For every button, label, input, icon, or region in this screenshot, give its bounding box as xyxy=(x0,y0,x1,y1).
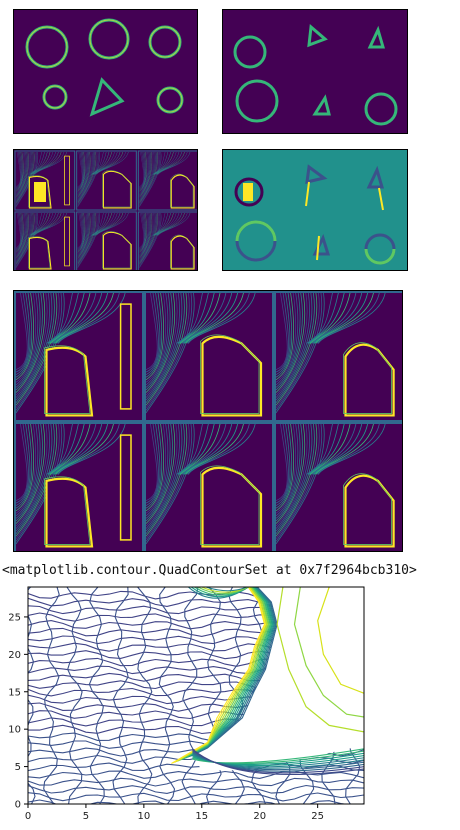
circles-triangles-icon xyxy=(223,10,407,133)
output-repr-text: <matplotlib.contour.QuadContourSet at 0x… xyxy=(2,563,417,578)
contour-band xyxy=(171,587,266,764)
contour-line-h xyxy=(28,762,364,772)
x-tick-label: 15 xyxy=(195,811,208,822)
contour-band xyxy=(182,587,272,760)
contour-cell xyxy=(144,422,274,551)
contour-line-h xyxy=(28,777,364,787)
contour-band xyxy=(192,587,278,756)
x-tick-label: 20 xyxy=(253,811,266,822)
contour-line-v xyxy=(28,587,36,804)
contour-band xyxy=(185,587,274,759)
contour-chart: 0 5 10 15 20 25 0 5 10 15 20 25 xyxy=(8,586,365,822)
contour-band xyxy=(179,587,270,761)
contour-grid-icon xyxy=(14,150,197,270)
contour-band xyxy=(177,587,269,762)
y-tick-label: 20 xyxy=(8,650,21,661)
contour-line-v xyxy=(43,587,60,804)
contour-cap xyxy=(204,587,249,592)
contour-cap xyxy=(200,587,249,593)
mask-panel-a xyxy=(13,9,198,134)
y-tick-label: 5 xyxy=(15,762,21,773)
contour-cap xyxy=(196,587,249,595)
contour-line-h xyxy=(28,784,364,794)
contour-line-inner xyxy=(276,587,364,733)
contour-grid-small-panel xyxy=(13,149,198,271)
contour-band xyxy=(192,748,364,775)
gradient-field-panel xyxy=(222,149,408,271)
circles-triangle-icon xyxy=(14,10,197,133)
contour-band xyxy=(176,587,268,763)
x-tick-label: 5 xyxy=(83,811,89,822)
contour-band xyxy=(172,587,266,764)
contour-cell xyxy=(274,291,402,422)
contour-grid-icon xyxy=(14,291,402,551)
y-tick-label: 15 xyxy=(8,687,21,698)
contour-grid-large-panel xyxy=(13,290,403,552)
axes-frame xyxy=(27,586,365,805)
contour-band xyxy=(189,587,276,758)
contour-band xyxy=(190,587,277,757)
contour-line-h xyxy=(28,792,364,802)
contour-line-inner xyxy=(293,587,364,718)
x-tick-label: 0 xyxy=(25,811,31,822)
contour-band xyxy=(184,587,273,759)
contour-cell xyxy=(14,211,76,270)
gradient-shapes-icon xyxy=(223,150,407,270)
contour-line-v xyxy=(181,587,199,804)
contour-cell xyxy=(14,291,144,422)
contour-line-v xyxy=(66,587,83,804)
x-tick-label: 25 xyxy=(311,811,324,822)
contour-line-inner xyxy=(317,587,364,694)
contour-cell xyxy=(14,422,144,551)
contour-cell xyxy=(76,150,137,211)
mask-panel-b xyxy=(222,9,408,134)
y-tick-label: 0 xyxy=(15,800,21,811)
y-tick-label: 10 xyxy=(8,725,21,736)
x-tick-label: 10 xyxy=(137,811,150,822)
highlight-region xyxy=(34,182,46,202)
contour-cell xyxy=(137,150,197,211)
contour-line-v xyxy=(137,587,153,804)
contour-cell xyxy=(144,291,274,422)
contour-band xyxy=(180,587,271,761)
contour-line-v xyxy=(158,587,176,804)
y-tick-label: 25 xyxy=(8,612,21,623)
contour-line-v xyxy=(88,587,105,804)
contour-cell xyxy=(274,422,402,551)
contour-line-v xyxy=(112,587,129,804)
contour-cell xyxy=(137,211,197,270)
contour-cell xyxy=(76,211,137,270)
contour-band xyxy=(174,587,267,763)
contour-band xyxy=(187,587,275,758)
